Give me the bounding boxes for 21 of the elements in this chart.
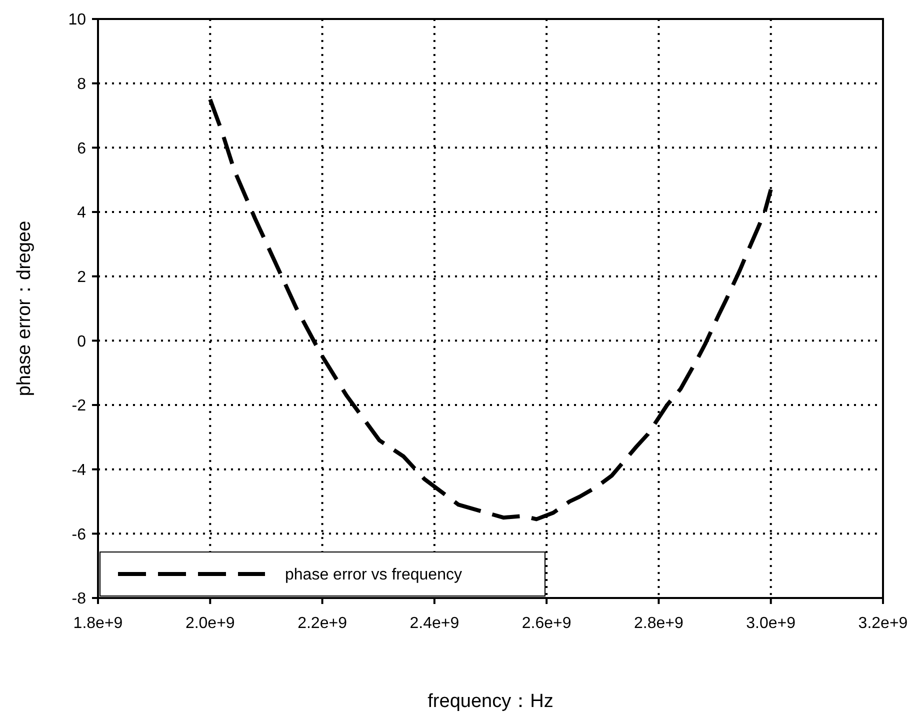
y-tick-label: 4 (77, 204, 86, 222)
y-tick-label: 6 (77, 140, 86, 158)
y-tick-label: 0 (77, 333, 86, 350)
x-tick-label: 3.2e+9 (858, 615, 908, 632)
y-axis-title: phase error：dregee (14, 220, 35, 396)
x-tick-label: 2.2e+9 (298, 615, 348, 632)
y-tick-label: 10 (68, 12, 86, 29)
y-tick-label: 2 (77, 268, 86, 286)
y-tick-label: -6 (72, 526, 86, 544)
x-tick-label: 2.8e+9 (634, 615, 684, 632)
x-tick-label: 2.4e+9 (410, 615, 460, 632)
x-tick-label: 1.8e+9 (73, 615, 123, 632)
legend: phase error vs frequency (100, 552, 546, 596)
y-tick-label: 8 (77, 76, 86, 93)
y-tick-label: -4 (72, 462, 86, 479)
x-tick-label: 2.6e+9 (522, 615, 572, 632)
y-tick-label: -8 (72, 590, 86, 608)
x-axis-title: frequency：Hz (428, 691, 554, 712)
x-tick-label: 3.0e+9 (746, 615, 796, 632)
y-tick-label: -2 (72, 398, 86, 415)
x-tick-label: 2.0e+9 (185, 615, 235, 632)
